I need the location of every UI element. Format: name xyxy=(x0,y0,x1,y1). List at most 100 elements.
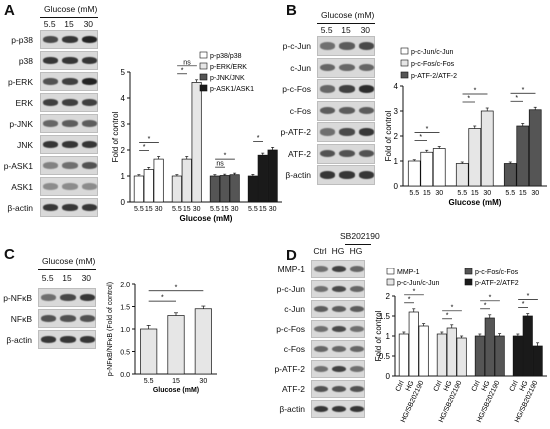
blot-band xyxy=(319,63,336,72)
blot-band xyxy=(331,305,347,313)
y-tick-label: 2 xyxy=(386,292,391,301)
legend-swatch xyxy=(199,51,208,59)
x-tick-label: HG xyxy=(519,380,530,392)
blot-band xyxy=(42,162,59,169)
x-tick-label: 5.5 xyxy=(457,190,467,197)
y-tick-label: 0.5 xyxy=(379,352,391,361)
bar xyxy=(480,110,494,187)
legend-swatch xyxy=(199,62,208,70)
blot-band xyxy=(42,141,59,148)
blot-row-c-fos xyxy=(317,100,375,121)
lane-label: 15 xyxy=(64,19,74,29)
blot-band xyxy=(313,265,329,273)
blot-band xyxy=(313,305,329,313)
x-tick-label: Ctrl xyxy=(433,379,444,392)
significance-label: * xyxy=(181,67,184,74)
x-tick-label: Ctrl xyxy=(395,379,406,392)
blot-row-p-nf-b xyxy=(38,288,96,307)
blot-label-p-atf-2: p-ATF-2 xyxy=(280,127,311,137)
blot-band xyxy=(40,294,57,301)
x-axis-label: Glucose (mM) xyxy=(449,198,502,207)
y-tick-label: 5 xyxy=(121,68,126,77)
x-tick-label: 30 xyxy=(199,378,207,385)
significance-label: ns xyxy=(183,59,191,66)
blot-band xyxy=(358,106,375,115)
blot-band xyxy=(42,183,59,190)
bar xyxy=(181,158,192,203)
blot-band xyxy=(319,106,336,115)
blot-band xyxy=(319,42,336,50)
x-tick-label: 15 xyxy=(259,206,267,213)
blot-row-actin xyxy=(38,330,96,349)
panel-d-lane-labels: Ctrl HG HG xyxy=(311,246,365,256)
y-tick-label: 1.5 xyxy=(120,305,130,312)
panel-a-lane-labels: 5.5 15 30 xyxy=(40,19,98,29)
blot-band xyxy=(313,365,329,373)
y-tick-label: 0 xyxy=(386,372,391,381)
legend-label: p-c-Jun/c-Jun xyxy=(397,280,440,287)
blot-label-p-c-fos: p-c-Fos xyxy=(282,84,311,94)
bar xyxy=(468,128,482,187)
blot-band xyxy=(81,141,98,148)
blot-row-p-c-jun xyxy=(317,36,375,56)
y-axis-label: p-NFκB/NFκB (Fold of control) xyxy=(107,282,114,376)
blot-label-erk: ERK xyxy=(15,97,33,108)
significance-label: * xyxy=(451,304,454,311)
x-tick-label: 30 xyxy=(483,190,491,197)
blot-band xyxy=(40,315,57,322)
blot-band xyxy=(81,57,98,64)
blot-band xyxy=(349,345,365,353)
bar xyxy=(267,149,278,203)
blot-band xyxy=(331,325,347,333)
blot-row-ask1 xyxy=(40,177,98,196)
blot-row-actin xyxy=(40,198,98,217)
bar xyxy=(398,333,409,377)
x-tick-label: 15 xyxy=(423,190,431,197)
blot-label-ask1: ASK1 xyxy=(11,181,33,192)
significance-label: * xyxy=(175,284,178,291)
significance-label: * xyxy=(467,96,470,103)
x-tick-label: 5.5 xyxy=(505,190,515,197)
blot-label-atf-2: ATF-2 xyxy=(282,384,305,394)
bar xyxy=(528,109,542,187)
x-axis-label: Glucose (mM) xyxy=(153,387,199,394)
bar xyxy=(494,335,505,377)
blot-band xyxy=(349,385,365,393)
lane-label: 15 xyxy=(62,273,72,283)
blot-band xyxy=(331,385,347,393)
blot-band xyxy=(81,78,98,85)
legend-label: p-JNK/JNK xyxy=(210,75,245,82)
blot-band xyxy=(319,85,336,93)
blot-band xyxy=(313,405,329,413)
blot-row-p-c-fos xyxy=(311,320,365,338)
blot-band xyxy=(331,405,347,413)
blot-band xyxy=(339,171,355,179)
x-tick-label: 15 xyxy=(183,206,191,213)
blot-band xyxy=(339,106,355,115)
bar xyxy=(436,333,447,377)
bar xyxy=(432,148,446,187)
legend-swatch xyxy=(400,71,409,79)
panel-letter-b: B xyxy=(286,2,297,19)
blot-band xyxy=(358,63,375,72)
blot-band xyxy=(349,325,365,333)
legend-label: p-ASK1/ASK1 xyxy=(210,86,254,93)
panel-b-condition-title: Glucose (mM) xyxy=(321,10,375,20)
lane-label: Ctrl xyxy=(313,246,327,256)
blot-row-p-erk xyxy=(40,72,98,91)
blot-band xyxy=(79,294,96,301)
legend-label: p-ATF-2/ATF-2 xyxy=(411,73,457,80)
legend-label: MMP-1 xyxy=(397,269,420,276)
legend-label: p-ATF-2/ATF2 xyxy=(475,280,519,287)
x-tick-label: 5.5 xyxy=(409,190,419,197)
y-tick-label: 3 xyxy=(121,120,126,129)
blot-band xyxy=(349,285,365,293)
bar xyxy=(140,328,158,375)
x-tick-label: HG xyxy=(405,380,416,392)
blot-band xyxy=(62,204,78,211)
y-tick-label: 1 xyxy=(121,172,126,181)
blot-row-p-atf-2 xyxy=(311,360,365,378)
blot-band xyxy=(81,162,98,169)
panel-b-bar-chart: 0 1 2 3 4 Fold of control 5.5 15 30 * * 5.5 15 30 * * 5.… xyxy=(384,47,547,207)
legend-label: p-c-Fos/c-Fos xyxy=(475,269,519,276)
